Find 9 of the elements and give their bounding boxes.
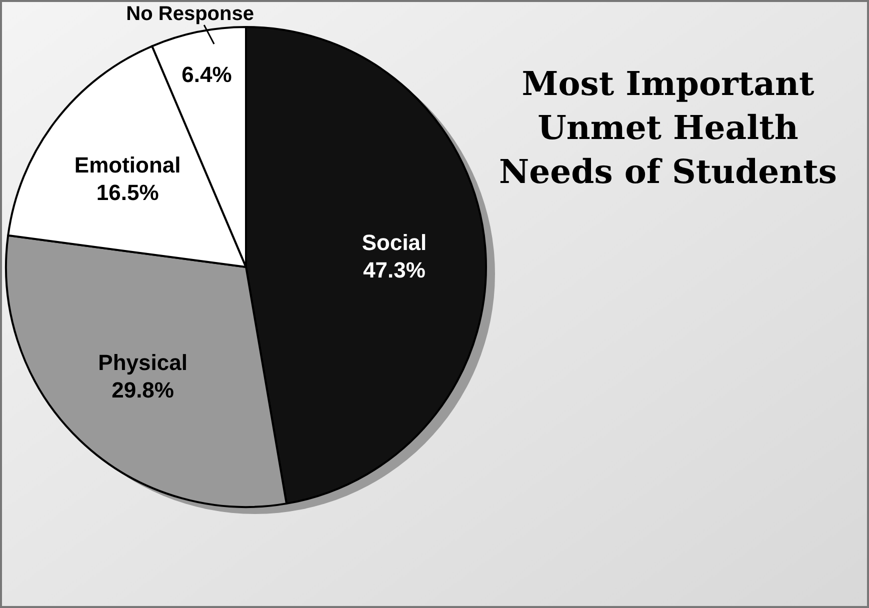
slice-label: Emotional: [74, 152, 181, 178]
data-label: 29.8%: [112, 377, 174, 402]
data-label: 47.3%: [363, 257, 426, 282]
slice-label: Physical: [98, 350, 188, 375]
slice-label: Social: [362, 230, 427, 255]
slice-label: No Response: [126, 3, 254, 25]
data-label: 16.5%: [96, 180, 159, 206]
data-label: 6.4%: [182, 62, 232, 88]
text: Most Important Unmet Health Needs of Students: [499, 64, 837, 191]
